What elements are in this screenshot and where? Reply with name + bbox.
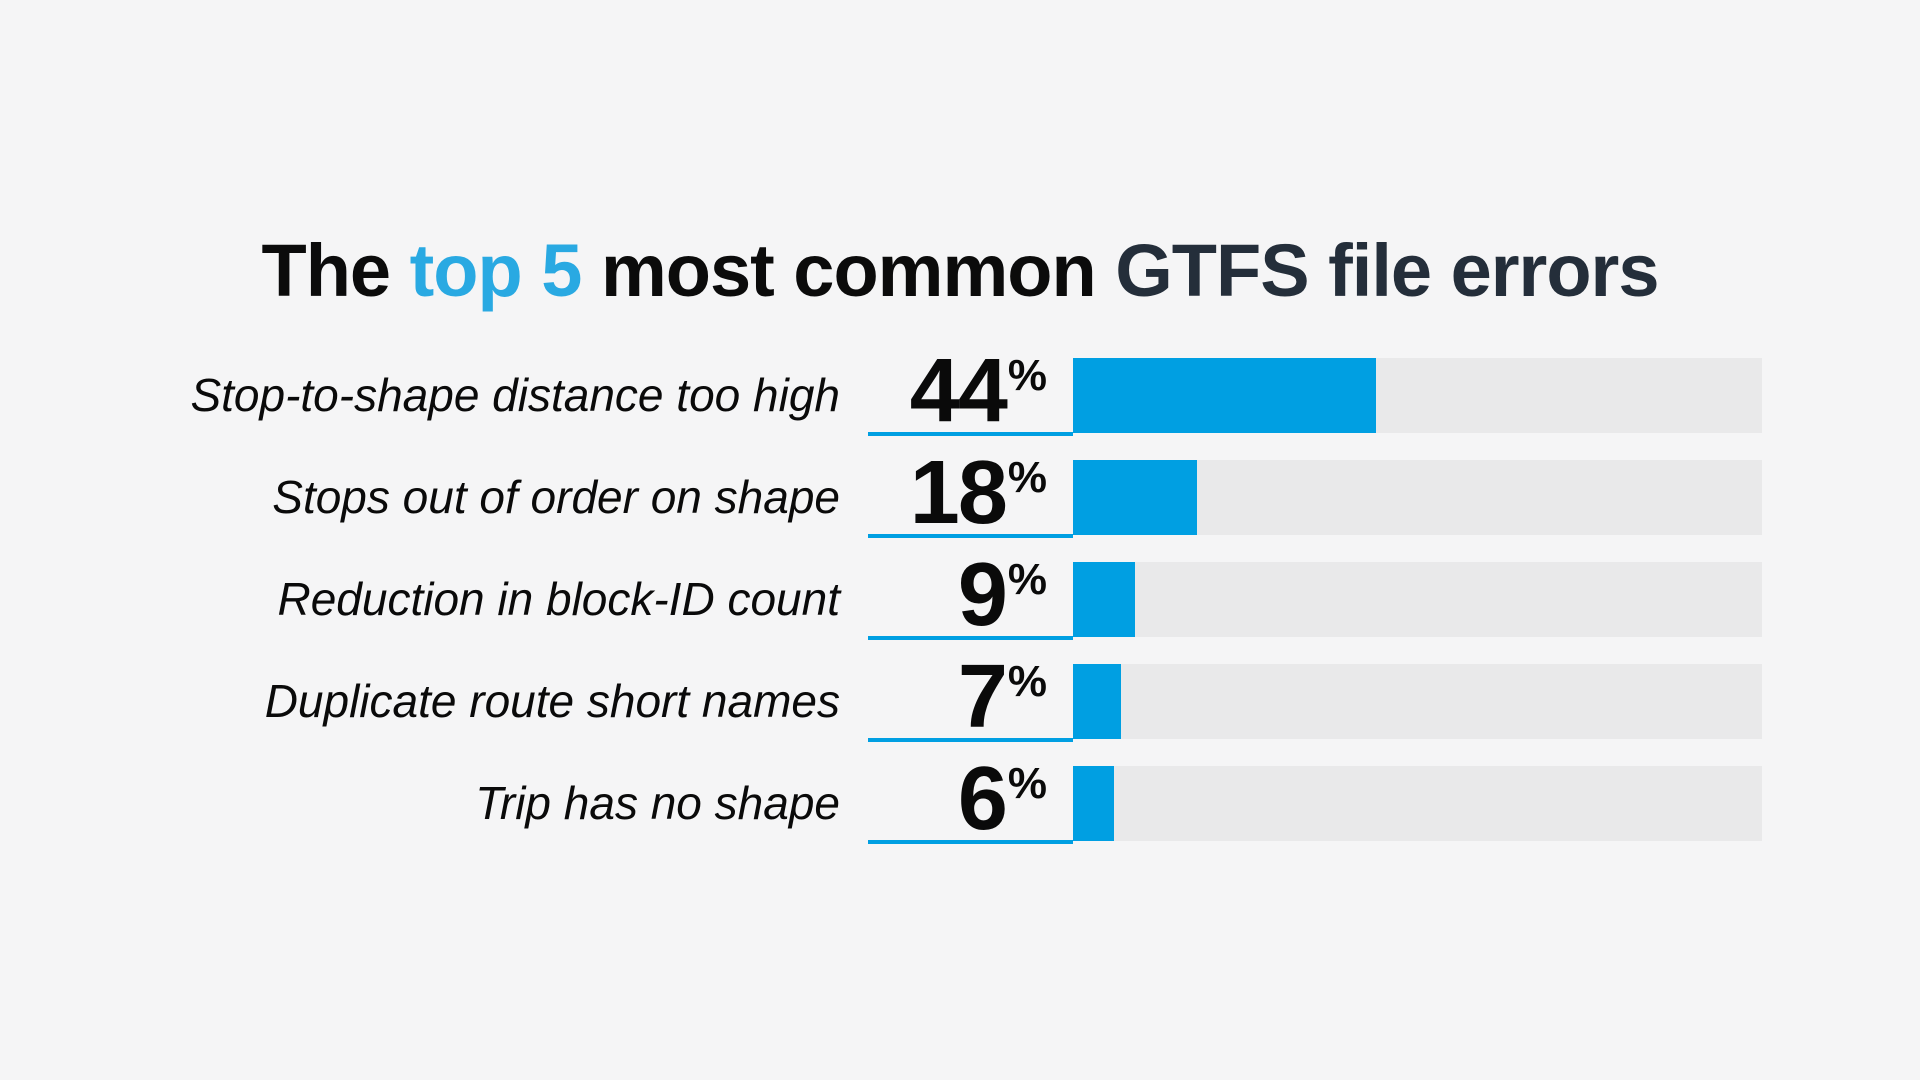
category-label: Duplicate route short names (264, 674, 840, 727)
bar-track (1073, 460, 1762, 535)
percent-sign: % (1007, 759, 1047, 808)
value-underline (868, 737, 1073, 742)
bar-row: Trip has no shape 6% (0, 749, 1762, 849)
bar-chart: Stop-to-shape distance too high 44% Stop… (0, 341, 1762, 868)
bar-row: Reduction in block-ID count 9% (0, 545, 1762, 645)
bar-fill (1073, 562, 1135, 637)
value-number: 9 (957, 545, 1008, 645)
value-label: 6% (957, 749, 1073, 849)
percent-sign: % (1007, 657, 1047, 706)
value-block: 7% (840, 647, 1073, 747)
value-underline (868, 839, 1073, 844)
bar-fill (1073, 664, 1122, 739)
value-underline (868, 533, 1073, 538)
value-number: 7 (957, 647, 1008, 747)
value-underline (868, 431, 1073, 436)
bar-fill (1073, 460, 1198, 535)
bar-track (1073, 358, 1762, 433)
bar-row: Stops out of order on shape 18% (0, 443, 1762, 543)
value-number: 18 (909, 443, 1008, 543)
value-block: 9% (840, 545, 1073, 645)
bar-track (1073, 664, 1762, 739)
value-number: 44 (909, 341, 1008, 441)
bar-row: Stop-to-shape distance too high 44% (0, 341, 1762, 441)
value-underline (868, 635, 1073, 640)
page-title: The top 5 most common GTFS file errors (0, 228, 1920, 313)
title-segment-the: The (261, 228, 410, 312)
value-block: 18% (840, 443, 1073, 543)
title-segment-gtfs-file-errors: GTFS file errors (1115, 228, 1659, 312)
title-segment-most-common: most common (581, 228, 1116, 312)
category-label: Stop-to-shape distance too high (190, 368, 840, 421)
value-number: 6 (957, 749, 1008, 849)
value-label: 7% (957, 647, 1073, 747)
bar-track (1073, 562, 1762, 637)
bar-fill (1073, 766, 1115, 841)
category-label: Trip has no shape (475, 776, 840, 829)
bar-row: Duplicate route short names 7% (0, 647, 1762, 747)
bar-track (1073, 766, 1762, 841)
value-block: 6% (840, 749, 1073, 849)
bar-fill (1073, 358, 1377, 433)
category-label: Stops out of order on shape (272, 470, 840, 523)
title-segment-top5: top 5 (409, 228, 583, 312)
percent-sign: % (1007, 555, 1047, 604)
value-block: 44% (840, 341, 1073, 441)
percent-sign: % (1007, 453, 1047, 502)
category-label: Reduction in block-ID count (277, 572, 840, 625)
value-label: 44% (909, 341, 1073, 441)
value-label: 9% (957, 545, 1073, 645)
value-label: 18% (909, 443, 1073, 543)
percent-sign: % (1007, 351, 1047, 400)
